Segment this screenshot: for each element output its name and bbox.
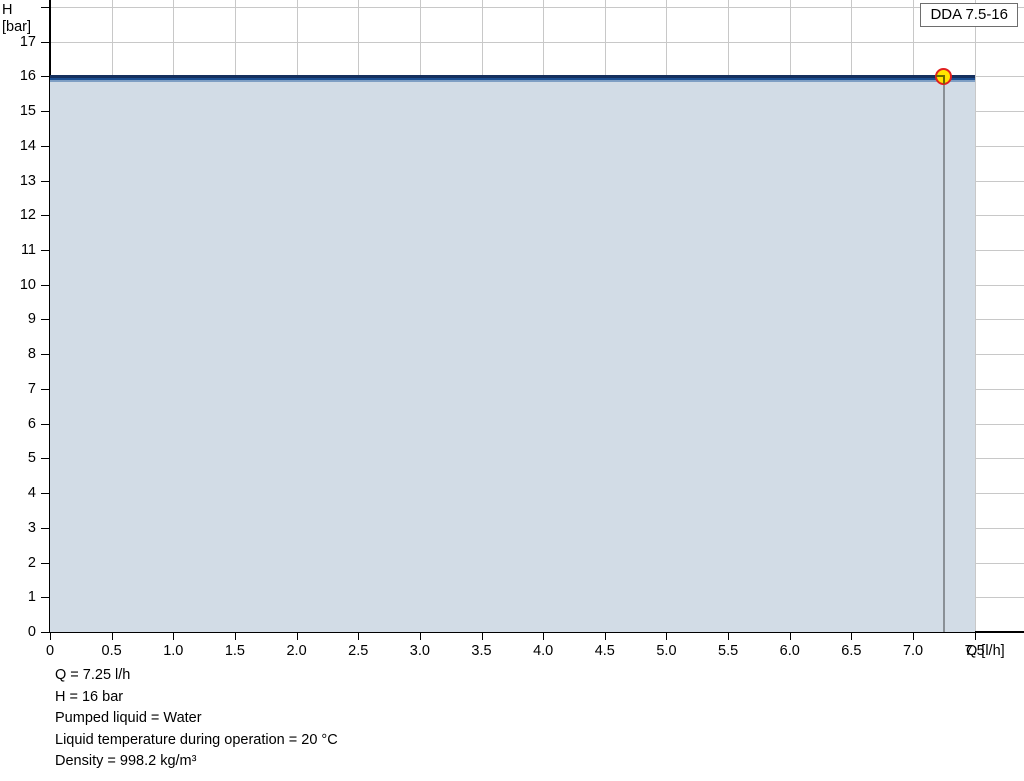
x-axis-line [49, 631, 1024, 633]
info-line-flow: Q = 7.25 l/h [55, 667, 131, 683]
x-axis-tick-label: 6.5 [841, 643, 862, 659]
y-axis-tick-label: 13 [19, 172, 36, 189]
y-axis-tick [41, 180, 50, 182]
x-axis-tick [419, 632, 421, 640]
y-axis-tick [41, 632, 50, 633]
x-axis-tick-label: 6.0 [779, 643, 800, 659]
y-axis-title-symbol: H [2, 2, 13, 18]
x-axis-tick [913, 632, 915, 640]
y-axis-tick-label: 5 [27, 450, 36, 467]
x-axis-tick [974, 632, 976, 640]
x-axis-tick [234, 632, 236, 640]
gridline-horizontal [50, 6, 1024, 8]
y-axis-tick [41, 250, 50, 252]
y-axis-tick [41, 215, 50, 217]
y-axis-tick [41, 562, 50, 564]
y-axis-tick [41, 319, 50, 321]
y-axis-tick [41, 458, 50, 460]
y-axis-tick [41, 597, 50, 599]
info-line-liquid: Pumped liquid = Water [55, 710, 202, 726]
x-axis-tick-label: 2.0 [286, 643, 307, 659]
x-axis-tick-label: 7.5 [964, 643, 985, 659]
y-axis-tick [41, 493, 50, 495]
y-axis-title: H [bar] [2, 2, 31, 36]
x-axis-tick-label: 4.0 [533, 643, 554, 659]
info-line-head: H = 16 bar [55, 688, 124, 705]
y-axis-tick-label: 2 [27, 554, 36, 571]
x-axis-tick [358, 632, 360, 640]
x-axis-tick [543, 632, 545, 640]
x-axis-title: Q [l/h] [966, 643, 1005, 659]
y-axis-tick-label: 17 [19, 33, 36, 50]
y-axis-tick-label: 15 [19, 103, 36, 120]
x-axis-tick [728, 632, 730, 640]
y-axis-tick [41, 41, 50, 43]
y-axis-tick-label: 9 [27, 311, 36, 328]
x-axis-tick-label: 5.0 [656, 643, 677, 659]
y-axis-tick-label: 14 [19, 137, 36, 154]
x-axis-tick-label: 2.5 [348, 643, 369, 659]
curve-halo-band [50, 79, 975, 83]
x-axis-tick [173, 632, 175, 640]
x-axis-tick [50, 632, 51, 640]
y-axis-tick [41, 527, 50, 529]
x-axis-tick-label: 0.5 [101, 643, 122, 659]
x-axis-tick [481, 632, 483, 640]
pump-performance-curve [50, 75, 975, 79]
duty-point-crosshair-horizontal [935, 75, 945, 78]
y-axis-tick-label: 10 [19, 276, 36, 293]
y-axis-tick-label: 0 [27, 624, 36, 640]
y-axis-tick-label: 12 [19, 207, 36, 224]
y-axis-tick [41, 423, 50, 425]
duty-point-vertical-line [942, 76, 945, 632]
y-axis-tick [41, 111, 50, 113]
y-axis-tick [41, 6, 50, 8]
operating-conditions-block: Q = 7.25 l/h H = 16 bar Pumped liquid = … [55, 665, 855, 773]
y-axis-tick-label: 4 [27, 485, 36, 502]
info-line-temperature: Liquid temperature during operation = 20… [55, 731, 338, 748]
y-axis-title-unit: [bar] [2, 19, 32, 35]
x-axis-tick [851, 632, 853, 640]
x-axis-tick [666, 632, 668, 640]
x-axis-tick-label: 3.0 [409, 643, 430, 659]
x-axis-tick-label: 1.0 [163, 643, 184, 659]
x-axis-tick-label: 4.5 [594, 643, 615, 659]
y-axis-tick [41, 76, 50, 78]
curve-line-secondary [50, 77, 975, 81]
x-axis-tick-label: 7.0 [902, 643, 924, 659]
model-badge: DDA 7.5-16 [920, 3, 1018, 27]
x-axis-tick-label: 3.5 [471, 643, 492, 659]
y-axis-tick [41, 284, 50, 286]
x-axis-tick-label: 1.5 [224, 643, 245, 659]
info-line-density: Density = 998.2 kg/m³ [55, 753, 197, 769]
y-axis-tick-label: 3 [27, 519, 36, 536]
x-axis-tick [789, 632, 791, 640]
duty-point-crosshair-vertical [942, 75, 945, 85]
y-axis-tick-label: 1 [27, 589, 36, 606]
x-axis-tick [111, 632, 113, 640]
y-axis-tick-label: 8 [27, 346, 36, 363]
y-axis-tick-label: 16 [19, 68, 36, 85]
y-axis-tick-label: 6 [27, 415, 36, 432]
curve-fill-area [50, 76, 975, 632]
y-axis-tick [41, 354, 50, 356]
x-axis-tick [604, 632, 606, 640]
x-axis-tick-label: 0 [45, 643, 55, 659]
y-axis-tick [41, 145, 50, 147]
x-axis-tick-label: 5.5 [718, 643, 739, 659]
y-axis-tick [41, 388, 50, 390]
gridline-vertical [974, 0, 976, 632]
gridline-horizontal [50, 41, 1024, 43]
y-axis-tick-label: 11 [20, 242, 36, 259]
x-axis-tick [296, 632, 298, 640]
y-axis-tick-label: 7 [27, 380, 36, 397]
